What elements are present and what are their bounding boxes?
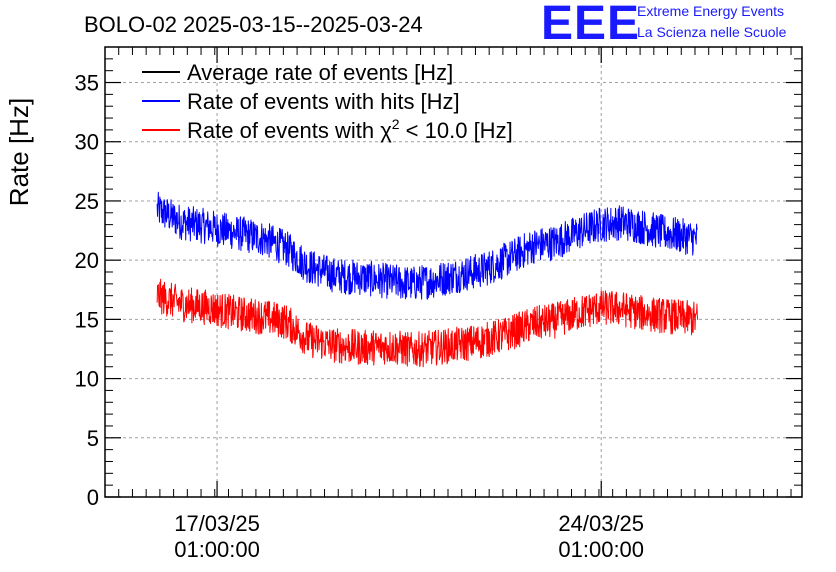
x-tick-date-label: 24/03/25 [558, 511, 644, 536]
y-tick-label: 35 [75, 71, 99, 96]
x-tick-date-label: 17/03/25 [174, 511, 260, 536]
axis-labels: 0510152025303517/03/2501:00:0024/03/2501… [4, 71, 644, 562]
y-tick-label: 10 [75, 367, 99, 392]
chart-title: BOLO-02 2025-03-15--2025-03-24 [84, 12, 423, 37]
y-tick-label: 30 [75, 130, 99, 155]
legend-label-average: Average rate of events [Hz] [187, 60, 453, 85]
y-tick-label: 5 [87, 426, 99, 451]
series-line-chi2 [156, 278, 699, 368]
logo-caption-line2: La Scienza nelle Scuole [637, 24, 787, 40]
eee-logo: EEE [541, 0, 641, 50]
y-tick-label: 15 [75, 307, 99, 332]
legend-label-chi2: Rate of events with χ2 < 10.0 [Hz] [187, 116, 513, 143]
x-tick-time-label: 01:00:00 [174, 537, 260, 562]
y-tick-label: 25 [75, 189, 99, 214]
series-lines [156, 191, 699, 368]
x-tick-time-label: 01:00:00 [558, 537, 644, 562]
y-tick-label: 20 [75, 248, 99, 273]
y-tick-label: 0 [87, 485, 99, 510]
y-axis-title: Rate [Hz] [4, 98, 34, 206]
axis-ticks [104, 46, 802, 498]
legend: Average rate of events [Hz] Rate of event… [142, 60, 513, 143]
grid [105, 47, 802, 497]
legend-label-hits: Rate of events with hits [Hz] [187, 89, 460, 114]
logo-caption-line1: Extreme Energy Events [637, 3, 785, 19]
series-line-hits [156, 191, 698, 300]
